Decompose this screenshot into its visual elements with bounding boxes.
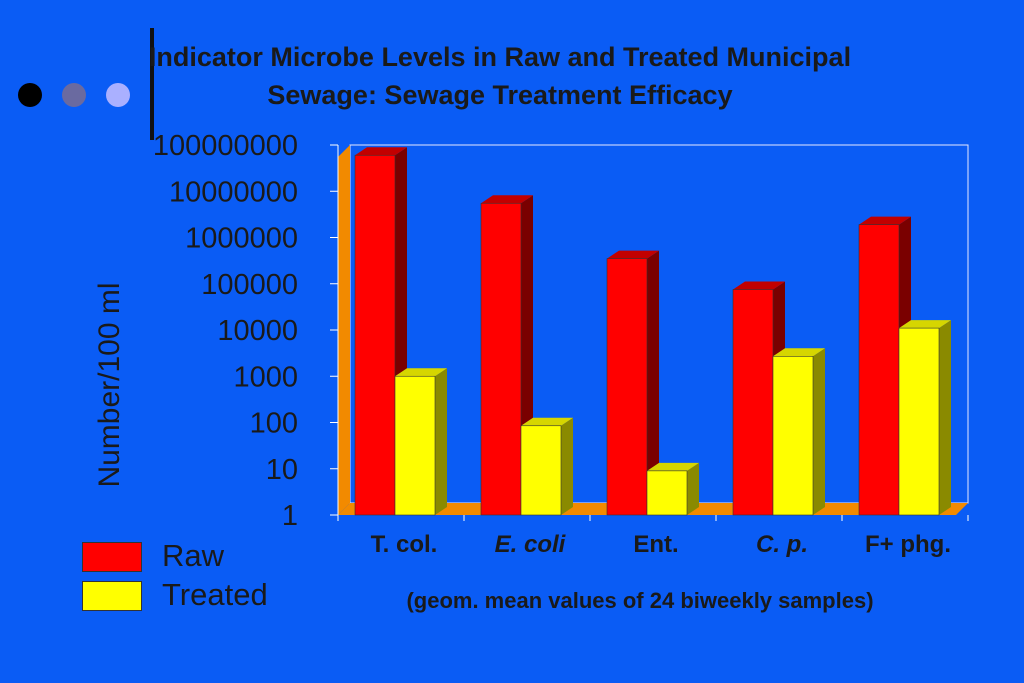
legend-label-raw: Raw bbox=[162, 538, 225, 573]
bar-treated-top bbox=[773, 348, 825, 357]
x-tick-label: F+ phg. bbox=[865, 531, 951, 558]
bar-raw-top bbox=[481, 195, 533, 204]
bar-treated-side bbox=[687, 462, 699, 515]
bar-treated bbox=[646, 470, 688, 516]
y-tick-label: 1000 bbox=[233, 361, 298, 393]
bar-treated-top bbox=[395, 368, 447, 377]
bar-raw bbox=[732, 289, 774, 516]
bar-treated bbox=[520, 425, 562, 516]
bar-treated-top bbox=[647, 462, 699, 471]
bar-treated-top bbox=[521, 417, 573, 426]
bar-raw-top bbox=[733, 281, 785, 290]
legend-label-treated: Treated bbox=[162, 577, 268, 612]
bar-raw bbox=[858, 224, 900, 516]
bar-treated-side bbox=[435, 368, 447, 515]
x-tick-label: T. col. bbox=[371, 531, 438, 558]
bar-raw-top bbox=[859, 216, 911, 225]
x-tick-label: Ent. bbox=[633, 531, 678, 558]
bar-treated-side bbox=[939, 320, 951, 515]
y-tick-label: 1000000 bbox=[185, 223, 298, 255]
bar-treated bbox=[898, 327, 940, 516]
slide-bullet-1 bbox=[18, 83, 42, 107]
y-tick-label: 100000000 bbox=[153, 130, 298, 162]
bar-raw-top bbox=[607, 250, 659, 259]
bar-treated-side bbox=[561, 417, 573, 515]
y-tick-label: 10 bbox=[266, 454, 298, 486]
bar-treated bbox=[394, 375, 436, 516]
y-axis-title: Number/100 ml bbox=[93, 282, 126, 488]
chart-side-wall bbox=[338, 145, 350, 515]
slide-title-line1: Indicator Microbe Levels in Raw and Trea… bbox=[148, 42, 852, 72]
x-tick-label: C. p. bbox=[756, 531, 808, 558]
x-tick-label: E. coli bbox=[495, 531, 567, 558]
y-tick-label: 1 bbox=[282, 500, 298, 532]
slide-title: Indicator Microbe Levels in Raw and Trea… bbox=[60, 38, 940, 114]
bar-treated bbox=[772, 355, 814, 516]
slide-bullet-3 bbox=[106, 83, 130, 107]
bar-raw bbox=[480, 202, 522, 516]
slide-title-line2: Sewage: Sewage Treatment Efficacy bbox=[267, 80, 733, 110]
bar-raw-top bbox=[355, 147, 407, 156]
bar-raw bbox=[606, 258, 648, 516]
bar-raw-side bbox=[647, 250, 659, 515]
y-tick-label: 10000 bbox=[217, 315, 298, 347]
legend-swatch-treated bbox=[82, 581, 142, 611]
chart-footnote: (geom. mean values of 24 biweekly sample… bbox=[406, 588, 874, 613]
legend-swatch-raw bbox=[82, 542, 142, 572]
bar-treated-side bbox=[813, 348, 825, 515]
title-divider-line bbox=[150, 28, 154, 140]
y-tick-label: 10000000 bbox=[169, 176, 298, 208]
y-tick-label: 100000 bbox=[201, 269, 298, 301]
y-tick-label: 100 bbox=[250, 408, 298, 440]
bar-raw bbox=[354, 154, 396, 516]
slide-bullet-2 bbox=[62, 83, 86, 107]
bar-treated-top bbox=[899, 320, 951, 329]
